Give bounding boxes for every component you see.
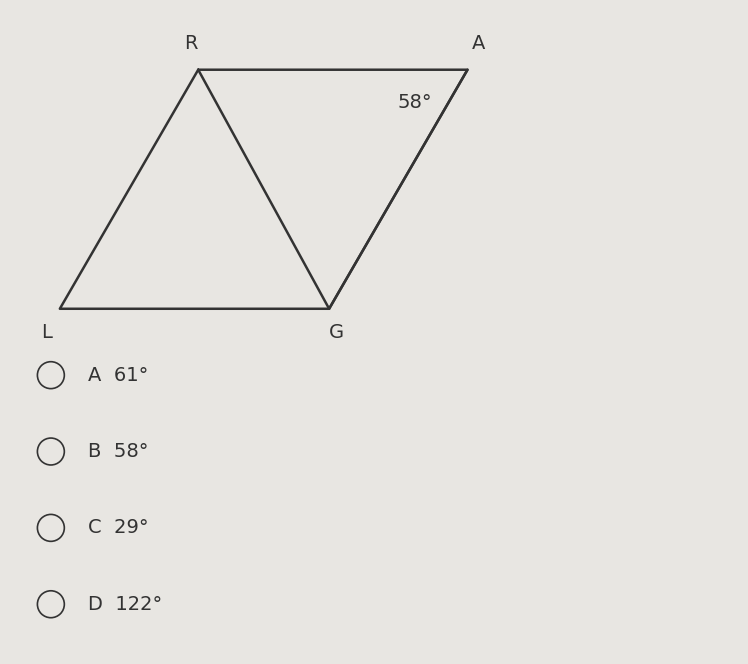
Text: R: R xyxy=(184,34,197,52)
Text: B  58°: B 58° xyxy=(88,442,149,461)
Text: L: L xyxy=(41,323,52,341)
Text: G: G xyxy=(329,323,344,341)
Text: C  29°: C 29° xyxy=(88,519,149,537)
Text: D  122°: D 122° xyxy=(88,595,162,614)
Text: A  61°: A 61° xyxy=(88,366,149,384)
Text: A: A xyxy=(472,34,485,52)
Text: 58°: 58° xyxy=(398,94,432,112)
